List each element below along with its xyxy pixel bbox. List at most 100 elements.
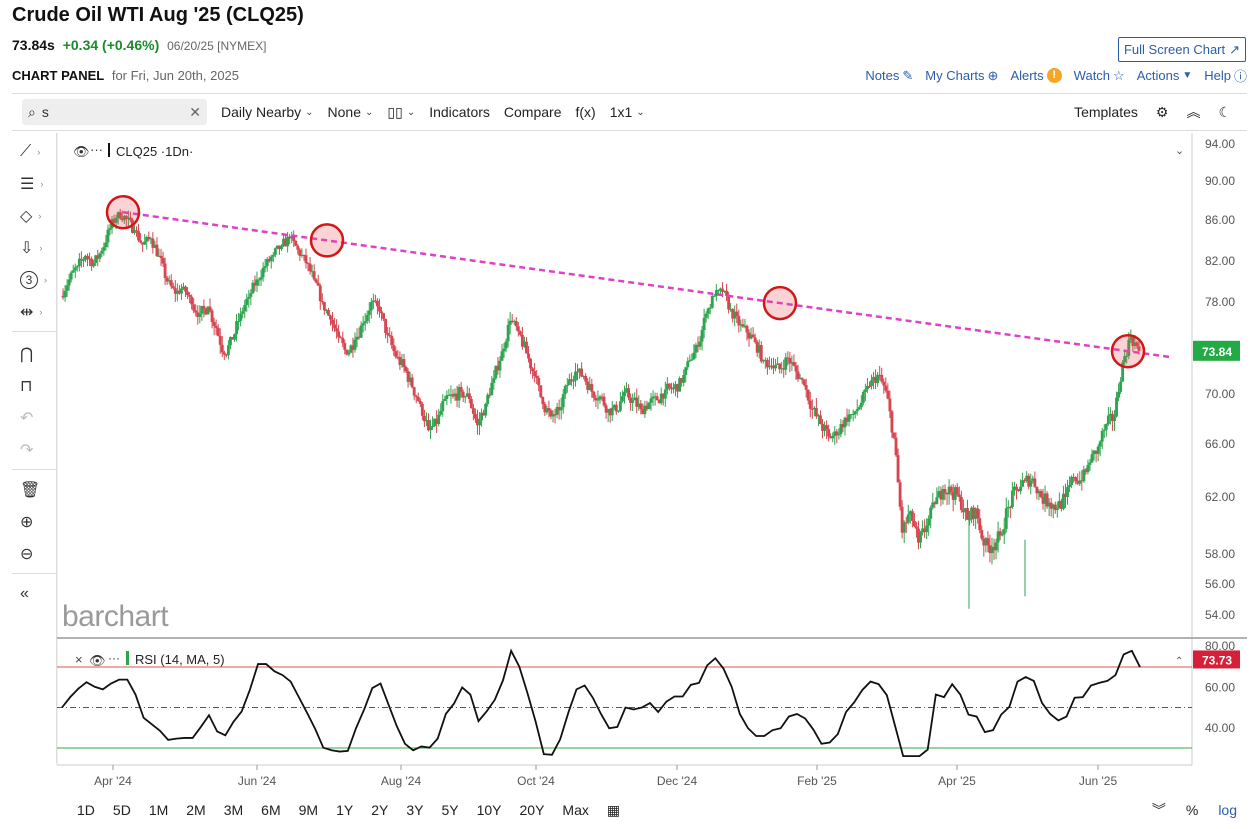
zoom-out-icon[interactable]: ⊖ xyxy=(20,546,34,563)
layout-label: 1x1 xyxy=(609,104,633,120)
redo-icon[interactable]: ↷ xyxy=(20,442,34,459)
range-3y-button[interactable]: 3Y xyxy=(406,802,424,818)
my-charts-link[interactable]: My Charts ⊕ xyxy=(925,66,998,85)
eye-icon[interactable]: 👁 xyxy=(89,653,106,668)
close-study-icon[interactable]: × xyxy=(75,652,83,667)
measure-tool-icon[interactable]: ⇹ › xyxy=(20,304,43,321)
candle-body xyxy=(1133,342,1137,346)
candle-body xyxy=(525,341,528,354)
fx-button[interactable]: f(x) xyxy=(575,104,596,120)
candle-body xyxy=(231,337,234,340)
calendar-icon[interactable]: ▦ xyxy=(606,801,621,818)
candle-body xyxy=(296,245,300,250)
collapse-down-icon[interactable]: ︾ xyxy=(1151,802,1166,818)
line-tool-icon[interactable]: ⟋ › xyxy=(20,143,41,160)
study-dropdown[interactable]: None ⌄ xyxy=(328,104,374,120)
candle-body xyxy=(294,240,298,246)
range-10y-button[interactable]: 10Y xyxy=(476,802,502,818)
fib-tool-icon[interactable]: ☰ › xyxy=(20,176,44,193)
symbol-search-input[interactable]: ⌕ s ✕ xyxy=(22,99,207,125)
range-2m-button[interactable]: 2M xyxy=(186,802,206,818)
candle-body xyxy=(1115,397,1118,417)
undo-icon[interactable]: ↶ xyxy=(20,410,34,427)
candle-body xyxy=(61,295,65,298)
range-2y-button[interactable]: 2Y xyxy=(371,802,389,818)
range-1y-button[interactable]: 1Y xyxy=(336,802,354,818)
range-20y-button[interactable]: 20Y xyxy=(519,802,545,818)
log-scale-button[interactable]: log xyxy=(1218,802,1237,818)
compare-button[interactable]: Compare xyxy=(503,104,562,120)
candle-body xyxy=(539,385,543,397)
chart-type-dropdown[interactable]: ▯▯ ⌄ xyxy=(387,104,415,121)
time-axis: Apr '24 Jun '24 Aug '24 Oct '24 Dec '24 Feb '… xyxy=(94,765,1117,788)
candle-body xyxy=(1037,490,1041,494)
percent-scale-button[interactable]: % xyxy=(1185,802,1199,818)
notes-link[interactable]: Notes ✎ xyxy=(865,66,913,85)
candle-body xyxy=(541,396,545,404)
candle-body xyxy=(635,397,639,407)
alerts-link[interactable]: Alerts! xyxy=(1010,66,1062,85)
candle-body xyxy=(841,424,845,428)
collapse-icon[interactable]: « xyxy=(20,585,29,602)
range-1m-button[interactable]: 1M xyxy=(148,802,169,818)
collapse-up-icon[interactable]: ︽ xyxy=(1186,104,1201,120)
watch-link[interactable]: Watch ☆ xyxy=(1074,66,1125,85)
candle-body xyxy=(572,380,575,382)
candle-body xyxy=(429,426,432,431)
candle-body xyxy=(63,290,67,298)
candle-body xyxy=(678,378,682,392)
dark-mode-moon-icon[interactable]: ☾ xyxy=(1218,103,1231,120)
counter-tool-icon[interactable]: 3 › xyxy=(20,267,56,293)
range-max-button[interactable]: Max xyxy=(562,802,589,818)
candle-body xyxy=(251,282,255,294)
candle-body xyxy=(288,236,292,239)
candle-body xyxy=(1049,502,1053,509)
candle-body xyxy=(339,337,343,339)
candle-body xyxy=(1100,430,1104,442)
help-link[interactable]: Help ⓘ xyxy=(1204,66,1247,85)
candle-body xyxy=(124,215,128,220)
range-5d-button[interactable]: 5D xyxy=(112,802,131,818)
candle-body xyxy=(667,383,671,388)
candle-body xyxy=(249,293,253,297)
more-dots-icon[interactable]: ··· xyxy=(108,651,120,665)
lock-icon[interactable]: ⊓ xyxy=(20,378,33,395)
clear-search-icon[interactable]: ✕ xyxy=(189,103,201,120)
price-change: +0.34 (+0.46%) xyxy=(62,37,160,53)
actions-menu[interactable]: Actions ▼ xyxy=(1137,66,1193,85)
zoom-in-icon[interactable]: ⊕ xyxy=(20,514,34,531)
candle-body xyxy=(369,302,373,311)
arrow-tool-icon[interactable]: ⇩ › xyxy=(20,240,43,257)
shape-tool-icon[interactable]: ◇ › xyxy=(20,208,42,225)
help-label: Help xyxy=(1204,68,1231,83)
more-dots-icon[interactable]: ··· xyxy=(90,142,103,157)
candle-body xyxy=(906,514,910,523)
indicators-button[interactable]: Indicators xyxy=(429,104,490,120)
trash-icon[interactable]: 🗑 xyxy=(20,482,41,499)
trendline-layer[interactable] xyxy=(105,194,1171,369)
candle-body xyxy=(602,396,606,406)
candle-body xyxy=(333,324,336,329)
rsi-chevron-icon[interactable]: ⌃ xyxy=(1175,656,1183,667)
range-6m-button[interactable]: 6M xyxy=(261,802,281,818)
layout-dropdown[interactable]: 1x1 ⌄ xyxy=(610,104,645,120)
range-3m-button[interactable]: 3M xyxy=(223,802,244,818)
range-5y-button[interactable]: 5Y xyxy=(441,802,459,818)
legend-chevron-icon[interactable]: ⌄ xyxy=(1175,145,1184,157)
range-1d-button[interactable]: 1D xyxy=(77,802,95,818)
candle-body xyxy=(855,409,859,412)
range-9m-button[interactable]: 9M xyxy=(298,802,319,818)
candle-body xyxy=(175,290,179,294)
full-screen-chart-button[interactable]: Full Screen Chart ↗ xyxy=(1118,37,1246,62)
magnet-icon[interactable]: ⋂ xyxy=(20,346,34,363)
candle-body xyxy=(194,310,198,313)
candle-body xyxy=(688,360,692,362)
templates-button[interactable]: Templates xyxy=(1074,104,1138,120)
candle-body xyxy=(435,418,439,424)
eye-icon[interactable]: 👁 xyxy=(73,144,90,159)
candle-body xyxy=(590,384,594,392)
candle-body xyxy=(857,407,861,410)
interval-dropdown[interactable]: Daily Nearby ⌄ xyxy=(221,104,314,120)
settings-gear-icon[interactable]: ⚙ xyxy=(1155,103,1169,120)
